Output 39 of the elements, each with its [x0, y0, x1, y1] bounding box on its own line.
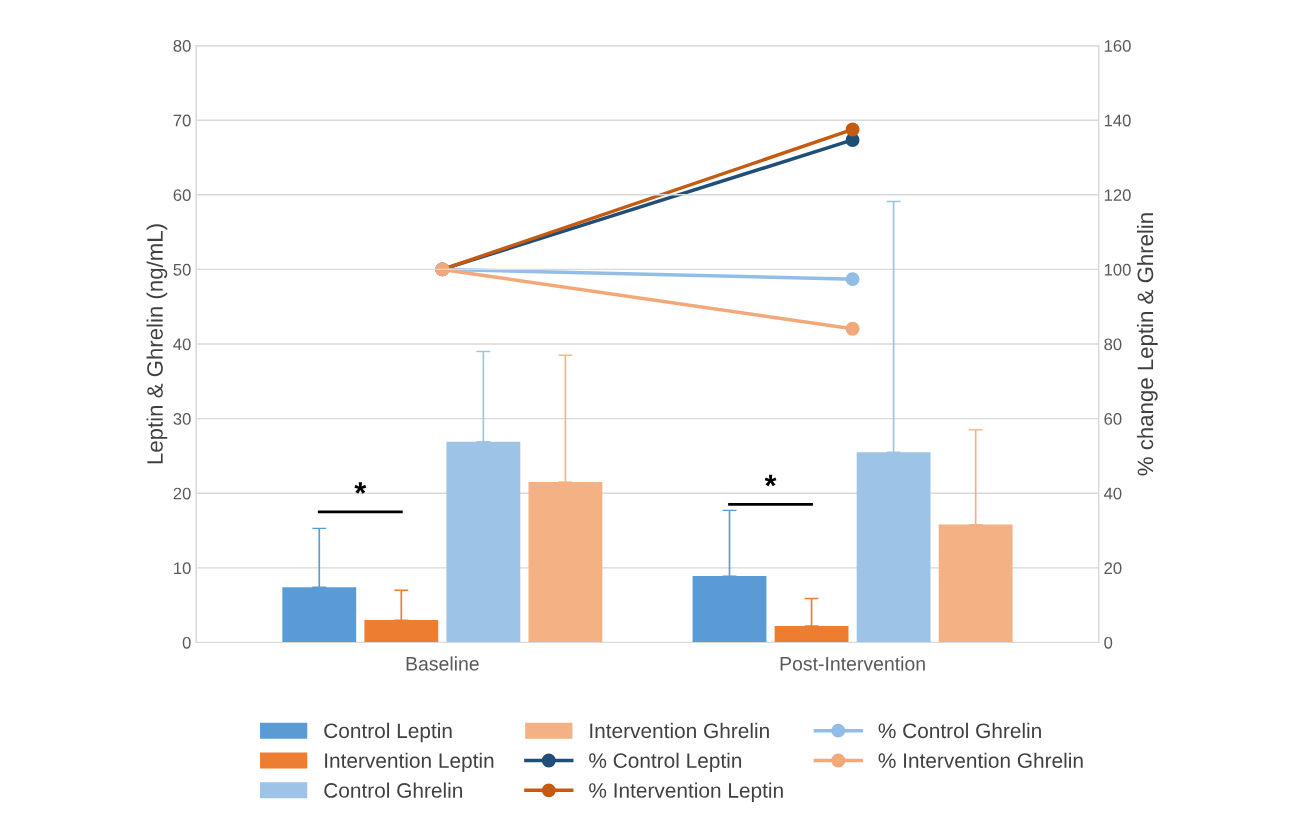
y2-tick-label: 40	[1103, 487, 1122, 500]
y2-tick-label: 160	[1104, 40, 1131, 52]
y2-tick-label: 140	[1104, 114, 1131, 127]
bar	[528, 482, 603, 643]
annotation: *	[764, 474, 777, 487]
y-axis-title: Leptin & Ghrelin (ng/mL)	[146, 224, 168, 464]
y2-tick-label: 0	[1104, 636, 1113, 649]
y2-axis-title: % change Leptin & Ghrelin	[1136, 213, 1158, 476]
y-tick-label: 80	[173, 40, 191, 52]
y2-tick-label: 80	[1104, 338, 1122, 351]
bar	[692, 576, 767, 643]
y-tick-label: 50	[173, 263, 191, 276]
annotation: *	[354, 482, 367, 494]
y-tick-label: 40	[173, 338, 191, 351]
y-tick-label: 0	[182, 636, 191, 649]
legend-label: % Control Leptin	[589, 752, 742, 773]
x-tick-label: Baseline	[406, 656, 479, 671]
legend-label: % Intervention Leptin	[589, 782, 783, 802]
y-tick-label: 70	[173, 114, 191, 127]
point	[845, 272, 860, 287]
legend-label: Control Ghrelin	[324, 782, 462, 798]
bar	[364, 620, 439, 643]
x-tick-label: Post-Intervention	[780, 656, 925, 671]
y-tick-label: 60	[173, 189, 191, 202]
y2-tick-label: 20	[1104, 562, 1122, 575]
legend-label: % Intervention Ghrelin	[878, 752, 1083, 768]
y-tick-label: 30	[173, 413, 191, 425]
legend-label: Control Leptin	[324, 722, 452, 743]
legend-label: Intervention Leptin	[325, 752, 494, 773]
y2-tick-label: 60	[1104, 413, 1122, 425]
point	[845, 321, 860, 336]
y2-tick-label: 120	[1104, 189, 1131, 202]
y-tick-label: 20	[173, 487, 191, 500]
legend-label: Intervention Ghrelin	[590, 722, 769, 739]
legend-label: % Control Ghrelin	[878, 722, 1041, 739]
y2-tick-label: 100	[1104, 263, 1131, 276]
y-tick-label: 10	[174, 562, 191, 575]
bar	[774, 626, 849, 643]
point	[845, 122, 860, 137]
